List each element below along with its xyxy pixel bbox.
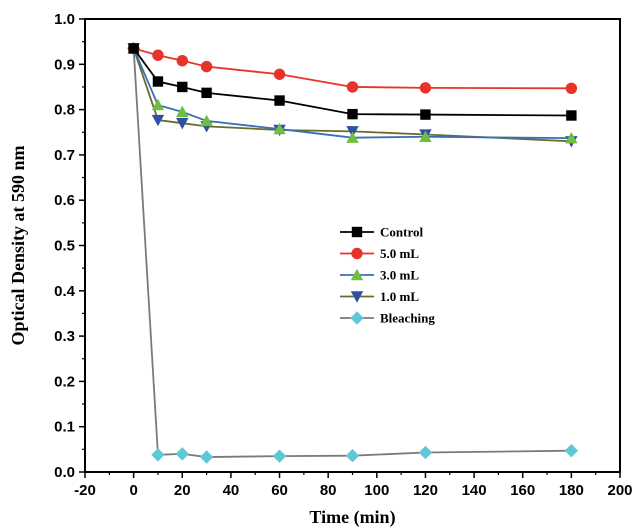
legend-item: 5.0 mL — [340, 246, 419, 261]
series-layer — [126, 41, 579, 464]
data-point — [175, 447, 189, 461]
legend-marker — [351, 226, 363, 238]
legend-label: 1.0 mL — [380, 289, 419, 304]
y-tick-label: 0.0 — [54, 464, 75, 481]
data-point — [152, 49, 164, 61]
x-tick-label: 140 — [462, 482, 487, 499]
data-point — [420, 109, 431, 120]
data-point — [128, 43, 139, 54]
data-point — [347, 108, 358, 120]
y-tick-label: 0.6 — [54, 192, 75, 209]
data-point — [272, 449, 287, 463]
x-tick-label: 0 — [129, 482, 137, 499]
legend-marker — [350, 311, 364, 325]
legend-label: Bleaching — [380, 311, 435, 326]
y-tick-label: 0.4 — [54, 283, 76, 300]
data-point — [273, 68, 286, 80]
data-point — [201, 87, 212, 99]
data-point — [200, 60, 213, 73]
y-tick-label: 0.5 — [54, 238, 75, 255]
x-axis-title: Time (min) — [309, 507, 395, 528]
y-tick-label: 0.9 — [54, 56, 75, 73]
x-tick-label: 120 — [413, 482, 438, 499]
data-point — [152, 76, 164, 87]
data-point — [419, 82, 432, 94]
data-point — [566, 110, 577, 121]
legend-marker — [350, 268, 364, 281]
series-line — [132, 48, 572, 143]
series-line — [132, 48, 572, 140]
data-point — [274, 95, 285, 106]
legend-item: 1.0 mL — [340, 289, 419, 304]
legend-marker — [351, 247, 363, 260]
data-point — [346, 81, 359, 93]
y-tick-label: 0.3 — [54, 328, 75, 345]
legend-item: Bleaching — [340, 311, 435, 326]
data-point — [418, 445, 433, 460]
data-point — [176, 117, 189, 130]
data-point — [346, 131, 359, 143]
legend-label: Control — [380, 225, 423, 240]
series-5-0-ml — [127, 42, 578, 95]
y-tick-label: 0.2 — [54, 373, 75, 390]
axes: -20 0 20 40 60 80 100 120 140 160 180 200 0.0 0.1 0.2 0… — [54, 11, 632, 499]
x-tick-label: 100 — [364, 482, 389, 499]
legend: Control 5.0 mL 3.0 mL 1.0 mL Bleaching — [340, 225, 435, 326]
data-point — [564, 444, 579, 458]
data-point — [177, 81, 188, 93]
x-tick-label: 80 — [320, 482, 337, 499]
data-point — [151, 448, 165, 462]
x-tick-label: 200 — [607, 482, 632, 499]
legend-label: 3.0 mL — [380, 268, 419, 283]
y-tick-label: 0.8 — [54, 102, 75, 119]
series-control — [128, 43, 577, 121]
x-tick-label: 60 — [271, 482, 288, 499]
series-3-0-ml — [127, 42, 578, 144]
y-tick-label: 1.0 — [54, 11, 75, 28]
data-point — [151, 114, 165, 127]
data-point — [565, 82, 578, 95]
y-tick-label: 0.1 — [54, 419, 75, 436]
legend-label: 5.0 mL — [380, 246, 419, 261]
legend-item: 3.0 mL — [340, 268, 419, 283]
data-point — [419, 130, 432, 142]
y-tick-label: 0.7 — [54, 147, 75, 164]
data-point — [176, 105, 189, 118]
data-point — [200, 114, 213, 127]
data-point — [345, 448, 360, 463]
x-tick-label: 160 — [510, 482, 535, 499]
x-tick-label: -20 — [74, 482, 96, 499]
data-point — [176, 54, 188, 67]
x-tick-label: 20 — [174, 482, 191, 499]
data-point — [199, 450, 214, 464]
data-point — [565, 131, 578, 144]
y-axis-title: Optical Density at 590 nm — [8, 145, 28, 345]
legend-item: Control — [340, 225, 423, 240]
legend-marker — [350, 291, 364, 303]
x-tick-label: 40 — [223, 482, 240, 499]
x-tick-label: 180 — [559, 482, 584, 499]
data-point — [151, 98, 165, 111]
data-point — [273, 122, 286, 135]
